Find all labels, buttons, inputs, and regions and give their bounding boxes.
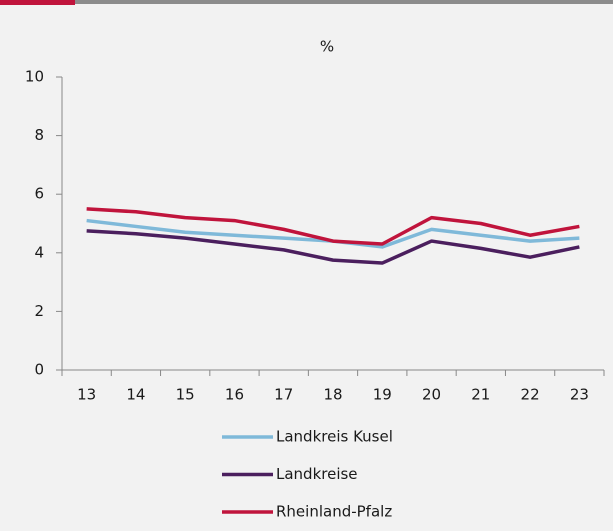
x-tick-label: 21 xyxy=(471,386,490,404)
top-accent xyxy=(0,0,75,5)
x-tick-label: 16 xyxy=(225,386,244,404)
legend-label: Rheinland-Pfalz xyxy=(276,503,392,521)
x-tick-label: 22 xyxy=(521,386,540,404)
y-tick-label: 2 xyxy=(34,302,44,320)
top-bar xyxy=(0,0,613,4)
series-line xyxy=(86,207,580,246)
y-tick-label: 10 xyxy=(25,68,44,86)
x-tick-label: 13 xyxy=(77,386,96,404)
y-tick-label: 6 xyxy=(34,185,44,203)
x-tick-label: 20 xyxy=(422,386,441,404)
series-line xyxy=(86,229,580,265)
x-tick-label: 18 xyxy=(323,386,342,404)
y-tick-label: 0 xyxy=(34,361,44,379)
x-tick-label: 23 xyxy=(570,386,589,404)
series-line xyxy=(86,218,580,249)
x-tick-label: 14 xyxy=(126,386,145,404)
legend-label: Landkreis Kusel xyxy=(276,428,393,446)
x-tick-label: 19 xyxy=(373,386,392,404)
chart-title: % xyxy=(320,38,334,56)
x-tick-label: 15 xyxy=(176,386,195,404)
y-tick-label: 4 xyxy=(34,243,44,261)
legend-label: Landkreise xyxy=(276,465,358,483)
x-tick-label: 17 xyxy=(274,386,293,404)
y-tick-label: 8 xyxy=(34,126,44,144)
